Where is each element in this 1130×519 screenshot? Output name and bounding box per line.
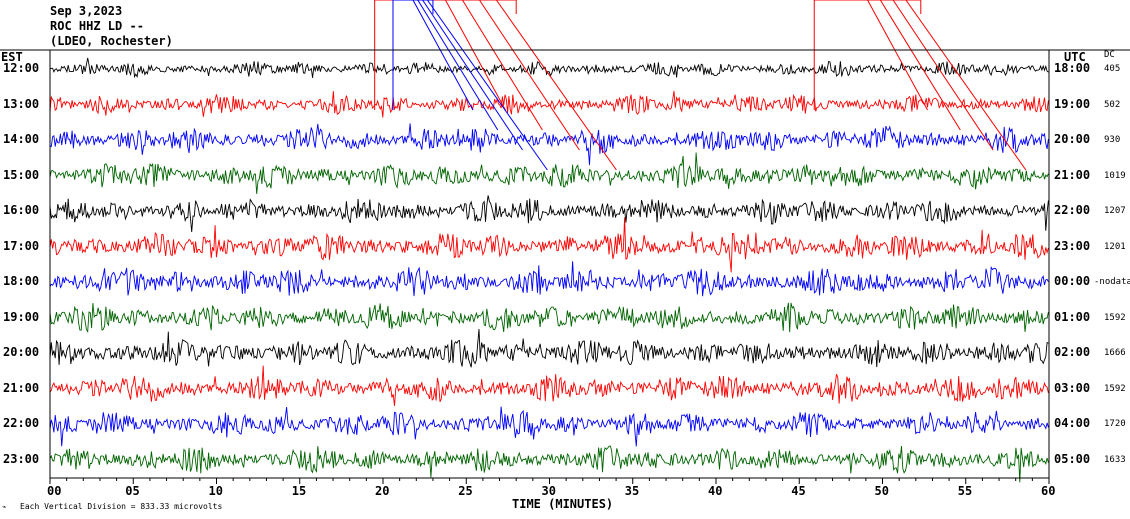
dc-offset-label: 930: [1104, 135, 1121, 145]
x-tick-label: 15: [291, 484, 307, 498]
trace-2300: [49, 445, 1049, 483]
trace-2100: [49, 365, 1049, 406]
trace-1500: [49, 152, 1049, 194]
y-tick-left: 19:00: [3, 309, 40, 324]
x-axis-label: TIME (MINUTES): [512, 497, 614, 511]
y-tick-left: 20:00: [3, 345, 40, 359]
y-tick-left: 22:00: [3, 416, 40, 430]
trace-1900: [49, 302, 1049, 334]
left-zone-label: EST: [1, 50, 23, 64]
y-tick-right: 01:00: [1054, 309, 1091, 324]
y-tick-left: 13:00: [3, 96, 40, 111]
x-tick-label: 05: [125, 484, 140, 498]
x-tick-label: 60: [1041, 484, 1056, 498]
dc-header-label: DC: [1104, 50, 1115, 60]
dc-offset-label: 1592: [1104, 312, 1126, 323]
scale-icon: ⌁: [2, 503, 7, 511]
y-tick-right: 05:00: [1054, 451, 1091, 466]
trace-1200: [49, 57, 1049, 79]
event-marker: [813, 0, 1027, 171]
dc-offset-label: 1592: [1104, 383, 1126, 394]
trace-2000: [49, 329, 1049, 368]
trace-layer: [49, 57, 1049, 483]
x-tick-label: 25: [458, 484, 473, 498]
axes-layer: [0, 49, 1130, 484]
y-tick-left: 16:00: [3, 203, 40, 217]
y-tick-right: 22:00: [1054, 203, 1091, 217]
y-tick-right: 21:00: [1054, 167, 1091, 182]
y-tick-right: 19:00: [1054, 96, 1091, 111]
event-marker: [374, 0, 617, 171]
dc-offset-label: 405: [1104, 64, 1121, 74]
x-tick-label: 45: [791, 484, 806, 498]
trace-1600: [49, 195, 1049, 233]
y-tick-right: 04:00: [1054, 416, 1091, 430]
station-label: ROC HHZ LD --: [50, 19, 144, 33]
x-tick-label: 35: [624, 484, 640, 498]
x-tick-label: 10: [208, 484, 223, 498]
network-label: (LDEO, Rochester): [50, 34, 173, 48]
dc-offset-label: 1019: [1104, 170, 1126, 181]
event-marker-layer: [374, 0, 1027, 171]
dc-offset-label: 1720: [1104, 419, 1126, 429]
dc-offset-label: 1207: [1104, 206, 1126, 216]
y-tick-right: 23:00: [1054, 238, 1091, 253]
y-tick-left: 17:00: [3, 238, 40, 253]
y-tick-right: 18:00: [1054, 61, 1091, 75]
trace-1800: [49, 261, 1049, 297]
dc-offset-label: 502: [1104, 99, 1121, 110]
y-tick-right: 03:00: [1054, 380, 1091, 395]
y-tick-left: 12:00: [3, 61, 40, 75]
y-tick-left: 15:00: [3, 167, 40, 182]
x-tick-label: 00: [47, 484, 62, 498]
trace-1700: [49, 217, 1049, 273]
y-tick-left: 21:00: [3, 380, 40, 395]
x-tick-label: 55: [957, 484, 973, 498]
y-tick-right: 02:00: [1054, 345, 1091, 359]
scale-note: Each Vertical Division = 833.33 microvol…: [20, 502, 223, 511]
dc-offset-label: 1201: [1104, 241, 1126, 252]
dc-offset-label: 1666: [1104, 348, 1126, 358]
x-tick-label: 30: [541, 484, 556, 498]
x-tick-label: 40: [708, 484, 723, 498]
x-tick-label: 50: [874, 484, 889, 498]
trace-2200: [49, 406, 1049, 447]
y-tick-left: 18:00: [3, 274, 40, 288]
y-tick-right: 00:00: [1054, 274, 1091, 288]
y-tick-left: 14:00: [3, 132, 40, 146]
x-tick-label: 20: [375, 484, 390, 498]
trace-1400: [49, 123, 1049, 166]
right-zone-label: UTC: [1064, 50, 1086, 64]
event-marker: [392, 0, 548, 171]
y-tick-left: 23:00: [3, 451, 40, 466]
date-label: Sep 3,2023: [50, 4, 123, 18]
y-tick-right: 20:00: [1054, 132, 1091, 146]
dc-offset-label: 1633: [1104, 454, 1126, 465]
dc-offset-label: -nodata: [1094, 277, 1130, 287]
